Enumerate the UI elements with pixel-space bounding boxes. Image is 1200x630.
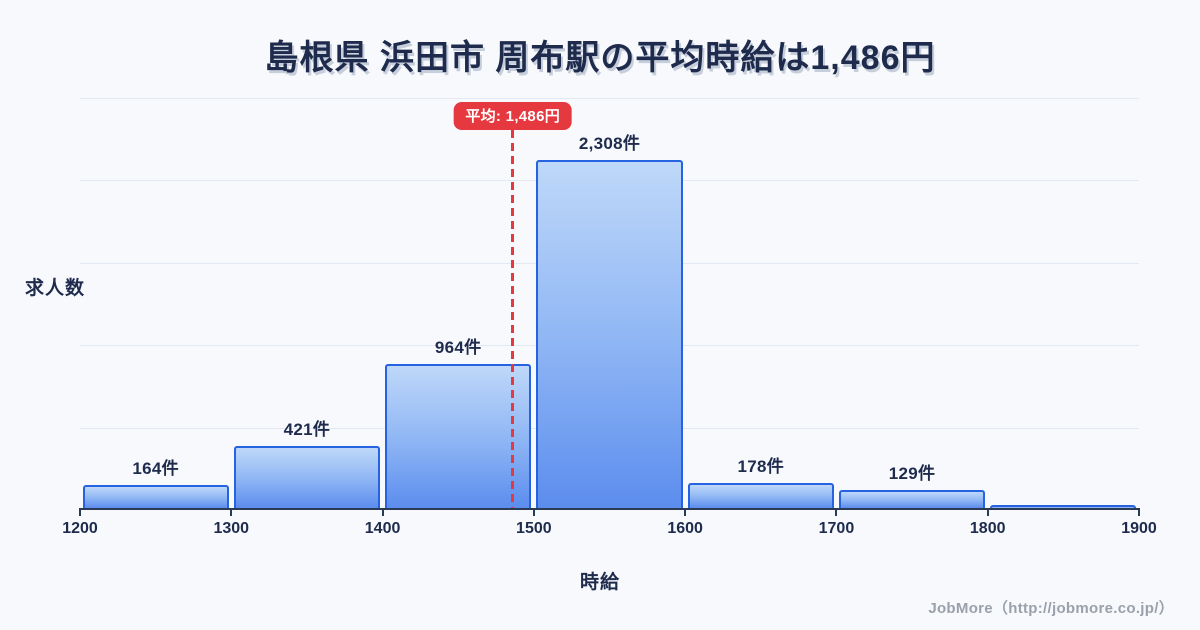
histogram-bar xyxy=(385,363,532,510)
bar-value-label: 2,308件 xyxy=(578,134,641,153)
bar-value-label: 964件 xyxy=(434,337,482,357)
x-axis-line xyxy=(79,508,1140,510)
bar-value-label: 421件 xyxy=(283,420,331,440)
x-axis-tick xyxy=(1138,508,1140,516)
x-axis-tick xyxy=(381,508,384,516)
plot-area: 平均: 1,486円 164件 421件 964件 2,308件 178件 129件 120… xyxy=(62,98,1157,537)
x-axis-tick xyxy=(230,508,233,516)
x-axis-tick-label: 1500 xyxy=(516,520,552,537)
x-axis-tick xyxy=(532,508,535,516)
x-axis-tick-label: 1400 xyxy=(364,520,401,537)
x-axis-tick xyxy=(79,508,81,516)
histogram-bar xyxy=(82,485,229,510)
histogram-bar xyxy=(536,160,683,510)
average-badge: 平均: 1,486円 xyxy=(453,102,573,130)
histogram-bar xyxy=(687,483,834,510)
x-axis-tick xyxy=(684,508,687,516)
bar-value-label: 178件 xyxy=(737,457,785,477)
x-axis-tick-label: 1700 xyxy=(818,520,855,537)
page-title: 島根県 浜田市 周布駅の平均時給は1,486円 xyxy=(264,39,936,77)
x-axis-tick xyxy=(835,508,838,516)
x-axis-tick-label: 1300 xyxy=(213,520,250,537)
y-axis-label: 求人数 xyxy=(25,278,86,299)
average-line xyxy=(511,130,515,508)
x-axis-tick-label: 1900 xyxy=(1121,520,1157,537)
x-axis-tick-label: 1200 xyxy=(62,520,98,537)
attribution-text: JobMore（http://jobmore.co.jp/） xyxy=(928,600,1174,617)
bar-value-label: 129件 xyxy=(888,464,936,484)
x-axis-tick-label: 1800 xyxy=(969,520,1006,537)
x-axis-tick-label: 1600 xyxy=(667,520,703,537)
bar-value-label: 164件 xyxy=(132,459,179,479)
gridline xyxy=(80,98,1139,99)
x-axis-label: 時給 xyxy=(579,572,620,593)
x-axis-tick xyxy=(986,508,989,516)
histogram-bar xyxy=(233,446,381,510)
